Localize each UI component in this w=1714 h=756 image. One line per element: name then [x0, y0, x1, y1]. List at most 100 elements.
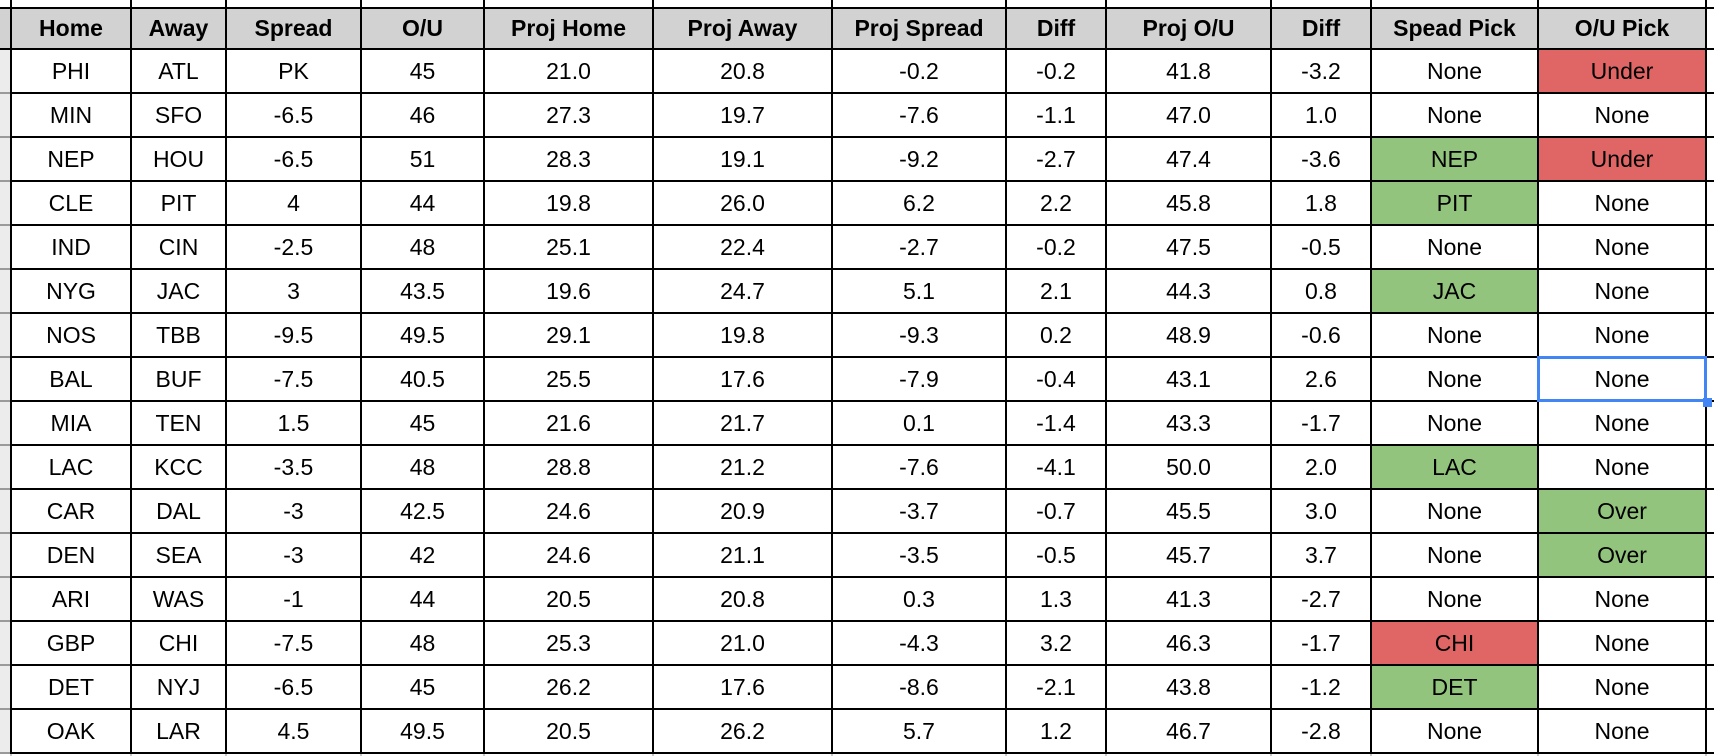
cell-ou_pick[interactable]: None: [1539, 402, 1707, 446]
cell-spread_pick[interactable]: None: [1372, 358, 1539, 402]
cell-diff2[interactable]: -2.7: [1272, 578, 1372, 622]
cell-ou_pick[interactable]: Over: [1539, 490, 1707, 534]
cell-proj_away[interactable]: 26.0: [654, 182, 833, 226]
cell-proj_away[interactable]: 17.6: [654, 358, 833, 402]
cell-spread_pick[interactable]: None: [1372, 94, 1539, 138]
cell-proj_ou[interactable]: 46.7: [1107, 710, 1272, 754]
column-header-diff1[interactable]: Diff: [1007, 9, 1107, 50]
cell-proj_ou[interactable]: 41.8: [1107, 50, 1272, 94]
cell-diff1[interactable]: -0.4: [1007, 358, 1107, 402]
column-header-ou_pick[interactable]: O/U Pick: [1539, 9, 1707, 50]
cell-ou[interactable]: 42.5: [362, 490, 485, 534]
cell-diff1[interactable]: -0.5: [1007, 534, 1107, 578]
cell-diff1[interactable]: -0.2: [1007, 226, 1107, 270]
cell-diff2[interactable]: -0.6: [1272, 314, 1372, 358]
cell-proj_ou[interactable]: 46.3: [1107, 622, 1272, 666]
cell-home[interactable]: NYG: [12, 270, 132, 314]
cell-spread_pick[interactable]: None: [1372, 50, 1539, 94]
cell-home[interactable]: PHI: [12, 50, 132, 94]
cell-spread[interactable]: -2.5: [227, 226, 362, 270]
cell-diff1[interactable]: 2.1: [1007, 270, 1107, 314]
cell-diff1[interactable]: -2.7: [1007, 138, 1107, 182]
cell-diff1[interactable]: 2.2: [1007, 182, 1107, 226]
column-header-diff2[interactable]: Diff: [1272, 9, 1372, 50]
cell-ou_pick[interactable]: Under: [1539, 50, 1707, 94]
cell-diff2[interactable]: 3.7: [1272, 534, 1372, 578]
cell-proj_home[interactable]: 25.3: [485, 622, 654, 666]
cell-away[interactable]: KCC: [132, 446, 227, 490]
cell-home[interactable]: DET: [12, 666, 132, 710]
cell-proj_away[interactable]: 21.2: [654, 446, 833, 490]
cell-proj_spread[interactable]: 6.2: [833, 182, 1007, 226]
cell-ou_pick[interactable]: None: [1539, 182, 1707, 226]
cell-ou_pick[interactable]: None: [1539, 314, 1707, 358]
cell-proj_spread[interactable]: -4.3: [833, 622, 1007, 666]
cell-home[interactable]: MIA: [12, 402, 132, 446]
cell-ou[interactable]: 45: [362, 666, 485, 710]
cell-spread_pick[interactable]: DET: [1372, 666, 1539, 710]
cell-ou[interactable]: 49.5: [362, 314, 485, 358]
cell-proj_away[interactable]: 19.1: [654, 138, 833, 182]
cell-away[interactable]: CIN: [132, 226, 227, 270]
cell-home[interactable]: MIN: [12, 94, 132, 138]
cell-diff1[interactable]: -0.7: [1007, 490, 1107, 534]
cell-proj_away[interactable]: 19.7: [654, 94, 833, 138]
cell-spread[interactable]: -9.5: [227, 314, 362, 358]
cell-spread[interactable]: 4.5: [227, 710, 362, 754]
cell-proj_home[interactable]: 27.3: [485, 94, 654, 138]
cell-home[interactable]: IND: [12, 226, 132, 270]
cell-ou[interactable]: 49.5: [362, 710, 485, 754]
cell-ou_pick[interactable]: Under: [1539, 138, 1707, 182]
cell-spread[interactable]: -7.5: [227, 358, 362, 402]
column-header-away[interactable]: Away: [132, 9, 227, 50]
cell-spread_pick[interactable]: None: [1372, 314, 1539, 358]
cell-home[interactable]: OAK: [12, 710, 132, 754]
cell-ou[interactable]: 51: [362, 138, 485, 182]
cell-proj_home[interactable]: 20.5: [485, 578, 654, 622]
cell-diff2[interactable]: -1.7: [1272, 622, 1372, 666]
cell-spread_pick[interactable]: None: [1372, 578, 1539, 622]
cell-diff1[interactable]: 1.2: [1007, 710, 1107, 754]
cell-diff2[interactable]: 0.8: [1272, 270, 1372, 314]
cell-proj_away[interactable]: 21.0: [654, 622, 833, 666]
cell-home[interactable]: NEP: [12, 138, 132, 182]
cell-spread[interactable]: -6.5: [227, 666, 362, 710]
cell-proj_spread[interactable]: 0.3: [833, 578, 1007, 622]
cell-away[interactable]: LAR: [132, 710, 227, 754]
cell-diff2[interactable]: -1.2: [1272, 666, 1372, 710]
cell-proj_ou[interactable]: 41.3: [1107, 578, 1272, 622]
cell-proj_spread[interactable]: -0.2: [833, 50, 1007, 94]
cell-home[interactable]: CAR: [12, 490, 132, 534]
cell-diff1[interactable]: 0.2: [1007, 314, 1107, 358]
cell-proj_home[interactable]: 21.6: [485, 402, 654, 446]
cell-proj_spread[interactable]: 0.1: [833, 402, 1007, 446]
cell-proj_ou[interactable]: 48.9: [1107, 314, 1272, 358]
cell-proj_home[interactable]: 28.3: [485, 138, 654, 182]
cell-ou[interactable]: 40.5: [362, 358, 485, 402]
cell-diff1[interactable]: 3.2: [1007, 622, 1107, 666]
cell-away[interactable]: SEA: [132, 534, 227, 578]
cell-diff1[interactable]: -1.1: [1007, 94, 1107, 138]
cell-diff2[interactable]: -0.5: [1272, 226, 1372, 270]
cell-spread_pick[interactable]: LAC: [1372, 446, 1539, 490]
cell-proj_home[interactable]: 21.0: [485, 50, 654, 94]
cell-proj_spread[interactable]: -7.9: [833, 358, 1007, 402]
cell-proj_home[interactable]: 25.1: [485, 226, 654, 270]
cell-diff1[interactable]: 1.3: [1007, 578, 1107, 622]
cell-ou_pick[interactable]: None: [1539, 710, 1707, 754]
cell-spread_pick[interactable]: None: [1372, 534, 1539, 578]
cell-spread_pick[interactable]: None: [1372, 710, 1539, 754]
cell-away[interactable]: NYJ: [132, 666, 227, 710]
column-header-proj_spread[interactable]: Proj Spread: [833, 9, 1007, 50]
cell-proj_home[interactable]: 28.8: [485, 446, 654, 490]
cell-proj_ou[interactable]: 47.4: [1107, 138, 1272, 182]
cell-ou[interactable]: 45: [362, 50, 485, 94]
cell-proj_spread[interactable]: -3.7: [833, 490, 1007, 534]
cell-away[interactable]: DAL: [132, 490, 227, 534]
cell-proj_ou[interactable]: 44.3: [1107, 270, 1272, 314]
cell-spread[interactable]: -3: [227, 490, 362, 534]
cell-proj_spread[interactable]: -7.6: [833, 446, 1007, 490]
cell-diff2[interactable]: 2.0: [1272, 446, 1372, 490]
cell-home[interactable]: GBP: [12, 622, 132, 666]
cell-away[interactable]: BUF: [132, 358, 227, 402]
